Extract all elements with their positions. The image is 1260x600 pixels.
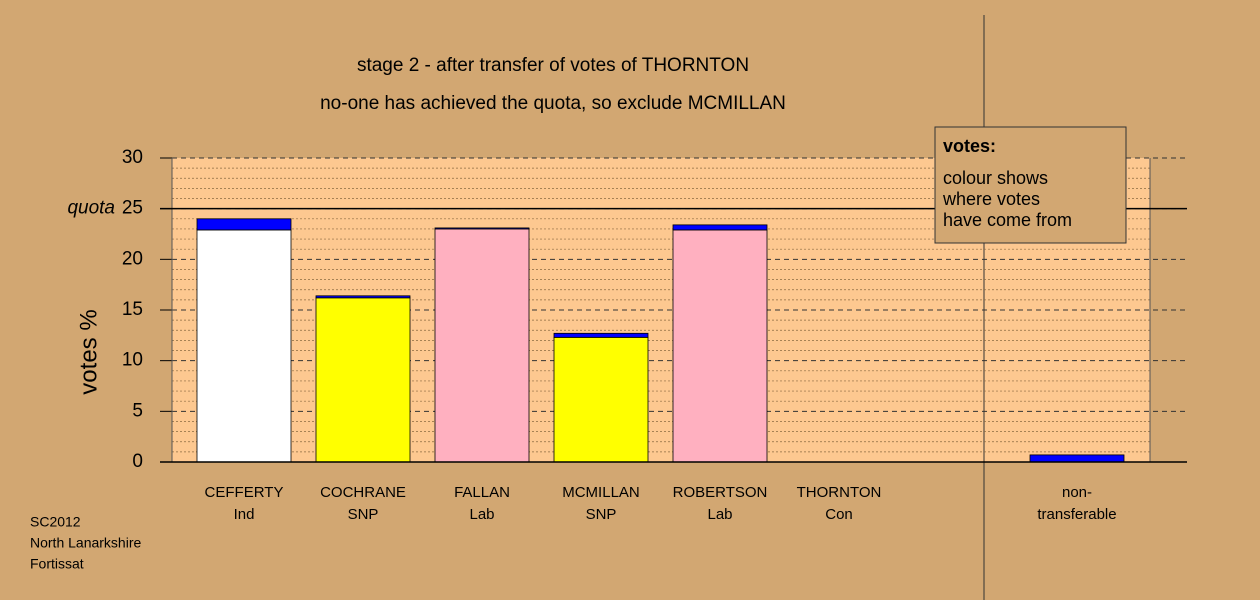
legend-text: have come from [943,210,1072,230]
y-axis-label: votes % [75,309,102,394]
bar-segment [553,332,649,338]
bar-segment [196,218,292,231]
footer-text: SC2012 [30,514,81,530]
x-tick-label: CEFFERTY [205,484,284,501]
x-tick-label: FALLAN [454,484,510,501]
chart-title: stage 2 - after transfer of votes of THO… [357,55,749,76]
bar-segment [672,229,768,463]
x-tick-label: SNP [586,506,617,523]
bar-segment [434,227,530,230]
bar-segment [196,229,292,463]
x-tick-label: Con [825,506,853,523]
x-tick-label: THORNTON [797,484,882,501]
bar-segment [315,297,411,463]
y-tick-label: 5 [132,400,143,421]
x-tick-label: COCHRANE [320,484,406,501]
x-tick-label: transferable [1037,506,1116,523]
legend-text: where votes [942,189,1040,209]
bar-segment [553,336,649,463]
x-tick-label: Ind [234,506,255,523]
legend-box [934,126,1127,244]
x-tick-label: Lab [707,506,732,523]
legend-title: votes: [943,136,996,156]
y-tick-label: 20 [122,248,143,269]
x-tick-label: MCMILLAN [562,484,640,501]
y-tick-label: 10 [122,350,143,371]
bar-segment [672,224,768,231]
legend-text: colour shows [943,168,1048,188]
y-tick-label: 0 [132,451,143,472]
x-tick-label: SNP [348,506,379,523]
chart-subtitle: no-one has achieved the quota, so exclud… [320,93,786,114]
bar-segment [434,228,530,463]
footer-text: North Lanarkshire [30,535,141,551]
y-tick-label: 25 [122,198,143,219]
footer-text: Fortissat [30,556,84,572]
y-tick-label: 15 [122,299,143,320]
x-tick-label: ROBERTSON [673,484,768,501]
bar-segment [315,295,411,299]
x-tick-label: Lab [469,506,494,523]
bar-segment [1029,454,1125,463]
x-tick-label: non- [1062,484,1092,501]
y-tick-label: 30 [122,147,143,168]
quota-label: quota [67,198,115,219]
